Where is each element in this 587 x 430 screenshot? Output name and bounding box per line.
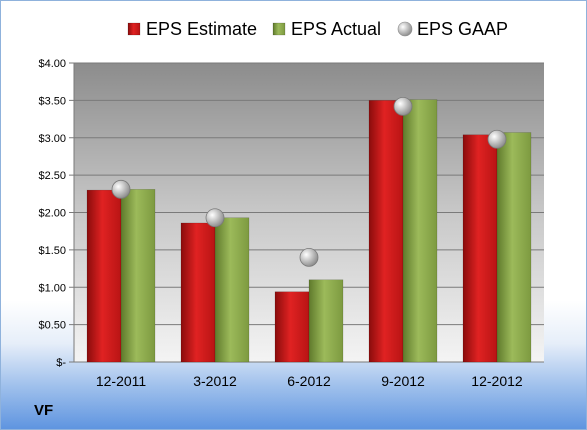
x-tick-label: 9-2012 — [381, 373, 425, 389]
estimate-bar — [86, 189, 122, 363]
estimate-bar — [180, 222, 216, 363]
y-tick-label: $1.50 — [38, 245, 66, 257]
y-tick-label: $3.50 — [38, 95, 66, 107]
ticker-label: VF — [34, 402, 54, 419]
y-tick-label: $2.00 — [38, 208, 66, 220]
y-tick-label: $2.50 — [38, 170, 66, 182]
legend-label: EPS Estimate — [146, 19, 257, 39]
x-axis-ticks: 12-2011 3-2012 6-2012 9-2012 12-2012 — [96, 373, 523, 389]
gaap-markers — [111, 96, 507, 267]
actual-bar — [214, 217, 250, 363]
gaap-marker — [299, 247, 319, 267]
x-tick-label: 6-2012 — [287, 373, 331, 389]
actual-bar — [308, 279, 344, 363]
bars — [86, 99, 532, 363]
actual-bar — [120, 189, 156, 363]
y-tick-label: $4.00 — [38, 58, 66, 70]
estimate-bar — [462, 134, 498, 363]
x-tick-label: 3-2012 — [193, 373, 237, 389]
legend-label: EPS Actual — [291, 19, 381, 39]
estimate-bar — [368, 100, 404, 363]
gaap-marker — [487, 129, 507, 149]
gaap-marker — [393, 96, 413, 116]
legend-swatch — [397, 21, 413, 37]
legend-label: EPS GAAP — [417, 19, 508, 39]
legend-swatch — [272, 22, 286, 36]
y-tick-label: $1.00 — [38, 282, 66, 294]
estimate-bar — [274, 291, 310, 363]
actual-bar — [496, 132, 532, 363]
legend-swatch — [127, 22, 141, 36]
actual-bar — [402, 99, 438, 363]
y-tick-label: $3.00 — [38, 133, 66, 145]
y-tick-label: $- — [56, 357, 66, 369]
x-tick-label: 12-2012 — [471, 373, 523, 389]
x-tick-label: 12-2011 — [96, 373, 147, 389]
gaap-marker — [205, 208, 225, 228]
y-tick-label: $0.50 — [38, 320, 66, 332]
gaap-marker — [111, 179, 131, 199]
legend: EPS Estimate EPS Actual EPS GAAP — [127, 19, 508, 39]
